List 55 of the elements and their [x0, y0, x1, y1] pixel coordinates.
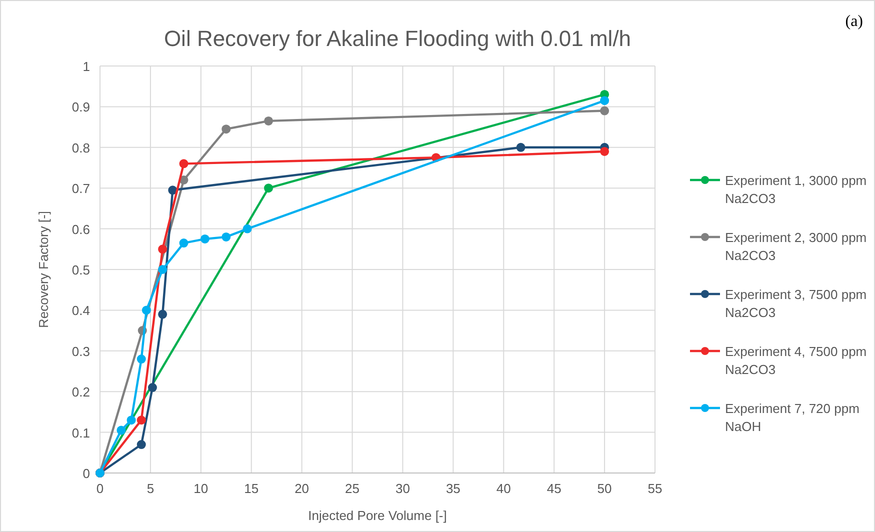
y-tick-label: 0.2 — [72, 384, 90, 400]
y-tick-label: 0.5 — [72, 262, 90, 278]
x-tick-label: 30 — [395, 481, 410, 496]
point — [179, 159, 188, 168]
point — [600, 96, 610, 106]
x-axis-title: Injected Pore Volume [-] — [308, 508, 447, 523]
point — [516, 142, 526, 152]
point — [126, 416, 136, 425]
x-tick-label: 55 — [648, 481, 662, 496]
point — [168, 186, 178, 195]
point — [222, 124, 231, 134]
y-tick-label: 0 — [82, 466, 90, 481]
y-tick-label: 1 — [82, 59, 90, 74]
text: (a) — [845, 13, 863, 30]
point — [242, 224, 252, 234]
x-tick-label: 15 — [244, 481, 259, 496]
point — [222, 232, 231, 242]
y-tick-label: 0.1 — [72, 425, 90, 440]
point — [136, 440, 146, 450]
y-tick-label: 0.8 — [72, 140, 90, 156]
x-tick-label: 25 — [345, 481, 360, 496]
y-tick-label: 0.3 — [72, 344, 90, 359]
x-tick-label: 50 — [597, 481, 612, 496]
legend-label: Experiment 2, 3000 ppm Na2CO3 — [725, 230, 867, 263]
y-tick-label: 0.4 — [72, 303, 90, 318]
legend-label: Experiment 7, 720 ppm NaOH — [725, 401, 860, 434]
point — [600, 146, 610, 156]
point — [158, 244, 168, 254]
x-tick-label: 0 — [96, 481, 104, 496]
y-tick-label: 0.6 — [72, 222, 90, 237]
legend-label: Experiment 4, 7500 ppm Na2CO3 — [725, 344, 867, 377]
chart-title: Oil Recovery for Akaline Flooding with 0.01 ml/h — [164, 26, 632, 51]
y-tick-label: 0.9 — [72, 100, 90, 115]
point — [200, 234, 210, 244]
legend-label: Experiment 3, 7500 ppm Na2CO3 — [725, 287, 867, 320]
point — [116, 426, 126, 435]
point — [158, 265, 168, 274]
x-tick-label: 20 — [294, 481, 310, 496]
point — [136, 416, 146, 425]
y-axis-title: Recovery Factory [-] — [36, 210, 51, 328]
point — [264, 116, 274, 126]
x-tick-label: 40 — [496, 481, 511, 496]
point — [264, 184, 274, 193]
x-tick-label: 10 — [194, 481, 208, 496]
x-tick-label: 5 — [146, 481, 154, 496]
x-tick-label: 45 — [546, 481, 562, 496]
legend-label: Experiment 1, 3000 ppm Na2CO3 — [725, 173, 867, 206]
point — [158, 310, 168, 319]
point — [600, 106, 610, 116]
point — [136, 354, 146, 364]
point — [148, 383, 157, 392]
x-tick-label: 35 — [446, 481, 460, 496]
point — [142, 306, 151, 315]
y-tick-label: 0.7 — [72, 181, 90, 196]
point — [179, 238, 188, 248]
